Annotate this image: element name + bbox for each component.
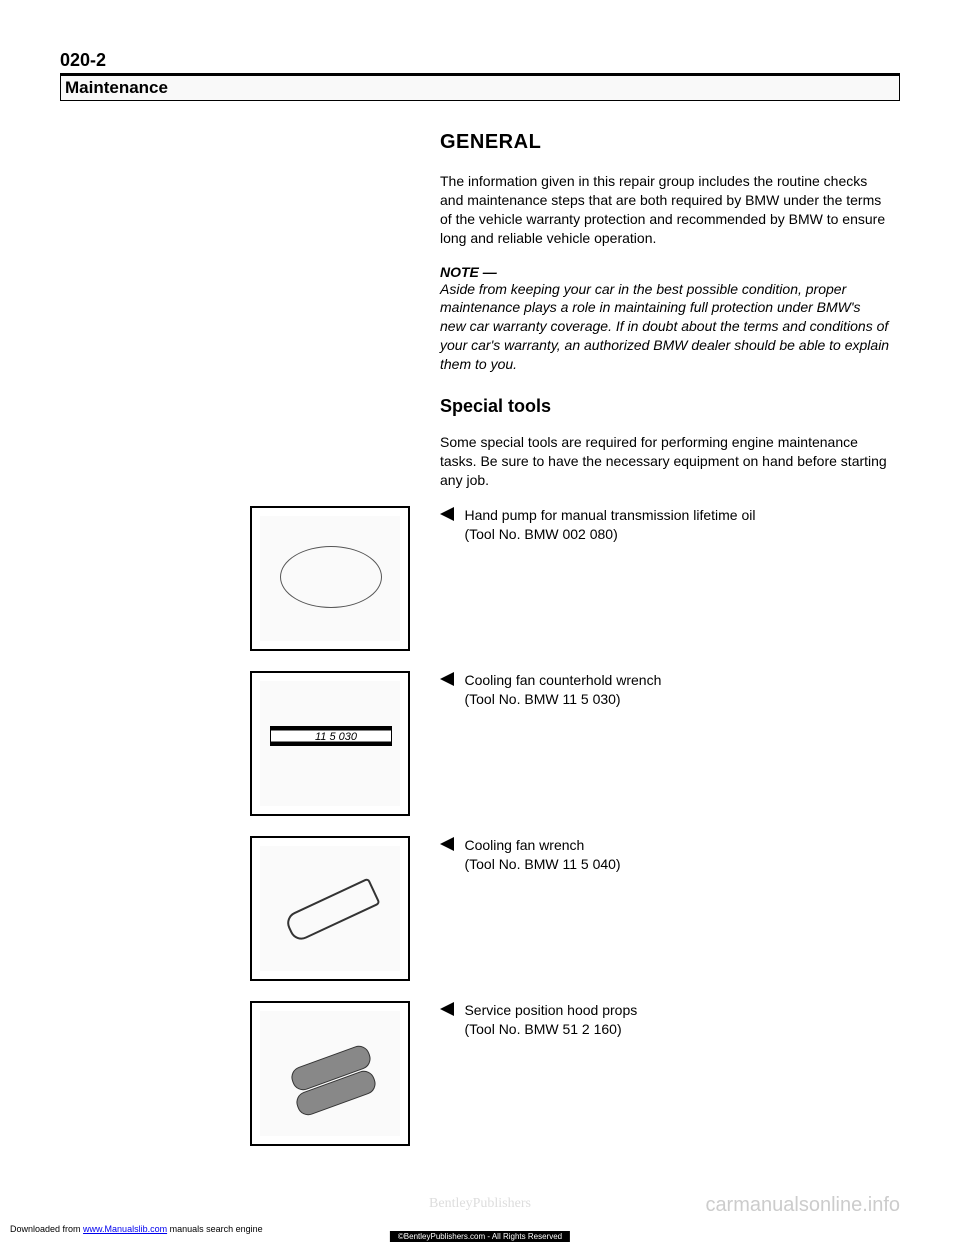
note-label: NOTE —	[440, 264, 890, 280]
sub-heading-special-tools: Special tools	[440, 396, 890, 417]
pointer-icon	[440, 837, 454, 851]
pointer-icon	[440, 1002, 454, 1016]
tool-image-2	[250, 836, 410, 981]
tool-row-0: Hand pump for manual transmission lifeti…	[440, 506, 890, 545]
content-column: GENERAL The information given in this re…	[440, 131, 890, 1166]
header-box-text: Maintenance	[65, 78, 168, 97]
tool-item-1: Cooling fan counterhold wrench (Tool No.…	[440, 671, 890, 836]
special-tools-intro: Some special tools are required for perf…	[440, 433, 890, 490]
download-suffix: manuals search engine	[167, 1224, 263, 1234]
pointer-icon	[440, 672, 454, 686]
note-text: Aside from keeping your car in the best …	[440, 280, 890, 374]
tool-item-2: Cooling fan wrench (Tool No. BMW 11 5 04…	[440, 836, 890, 1001]
hood-props-illustration	[260, 1011, 400, 1136]
tool-desc-2: Cooling fan wrench	[464, 837, 584, 853]
tool-desc-0: Hand pump for manual transmission lifeti…	[464, 507, 755, 523]
counterhold-wrench-illustration	[260, 681, 400, 806]
section-heading-general: GENERAL	[440, 131, 890, 154]
download-prefix: Downloaded from	[10, 1224, 83, 1234]
tool-item-0: Hand pump for manual transmission lifeti…	[440, 506, 890, 671]
fan-wrench-illustration	[260, 846, 400, 971]
tool-desc-1: Cooling fan counterhold wrench	[464, 672, 661, 688]
watermark-text: carmanualsonline.info	[705, 1194, 900, 1217]
download-link[interactable]: www.Manualslib.com	[83, 1224, 167, 1234]
rights-bar: ©BentleyPublishers.com - All Rights Rese…	[390, 1231, 570, 1242]
intro-paragraph: The information given in this repair gro…	[440, 172, 890, 248]
tool-no-1: (Tool No. BMW 11 5 030)	[464, 691, 620, 707]
tool-no-2: (Tool No. BMW 11 5 040)	[464, 856, 620, 872]
header-box: Maintenance	[60, 75, 900, 101]
page-container: 020-2 Maintenance GENERAL The informatio…	[0, 0, 960, 1242]
pointer-icon	[440, 507, 454, 521]
tool-image-0	[250, 506, 410, 651]
tool-image-3	[250, 1001, 410, 1146]
tool-text-0: Hand pump for manual transmission lifeti…	[464, 506, 884, 545]
tool-text-3: Service position hood props (Tool No. BM…	[464, 1001, 884, 1040]
tool-row-3: Service position hood props (Tool No. BM…	[440, 1001, 890, 1040]
tool-text-1: Cooling fan counterhold wrench (Tool No.…	[464, 671, 884, 710]
tool-desc-3: Service position hood props	[464, 1002, 637, 1018]
tool-no-3: (Tool No. BMW 51 2 160)	[464, 1021, 621, 1037]
tool-no-0: (Tool No. BMW 002 080)	[464, 526, 617, 542]
note-block: NOTE — Aside from keeping your car in th…	[440, 264, 890, 374]
download-footer: Downloaded from www.Manualslib.com manua…	[10, 1224, 263, 1234]
hand-pump-illustration	[260, 516, 400, 641]
bentley-watermark: BentleyPublishers	[429, 1196, 531, 1212]
tool-item-3: Service position hood props (Tool No. BM…	[440, 1001, 890, 1166]
tool-text-2: Cooling fan wrench (Tool No. BMW 11 5 04…	[464, 836, 884, 875]
tool-image-1	[250, 671, 410, 816]
page-number: 020-2	[60, 50, 900, 71]
tool-row-1: Cooling fan counterhold wrench (Tool No.…	[440, 671, 890, 710]
tool-row-2: Cooling fan wrench (Tool No. BMW 11 5 04…	[440, 836, 890, 875]
